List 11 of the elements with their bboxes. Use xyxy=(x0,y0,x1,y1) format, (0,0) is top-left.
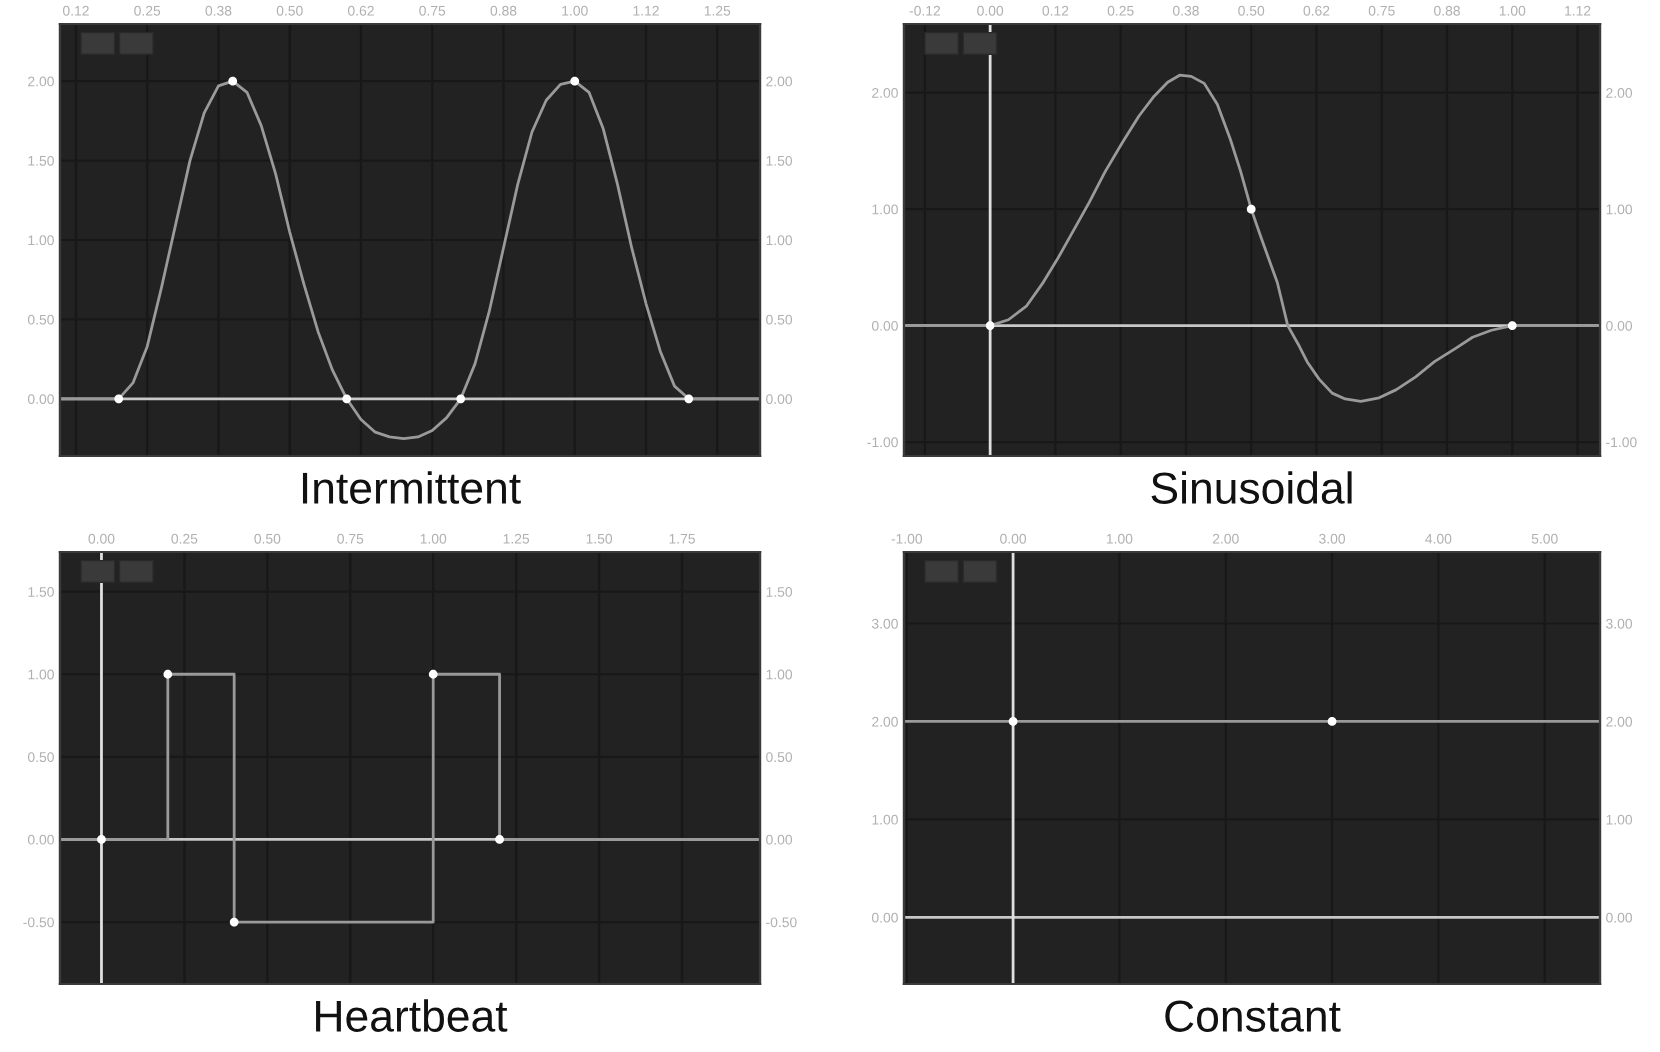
point xyxy=(97,835,106,844)
point xyxy=(229,917,239,927)
point xyxy=(495,835,504,844)
line-series xyxy=(904,73,1600,403)
point xyxy=(428,669,438,679)
line-series xyxy=(60,79,760,440)
text: Constant xyxy=(1165,1000,1341,1032)
text: Heartbeat xyxy=(316,999,508,1032)
point xyxy=(163,669,173,679)
text: Intermittent xyxy=(302,471,521,504)
text: Sinusoidal xyxy=(1151,471,1352,504)
